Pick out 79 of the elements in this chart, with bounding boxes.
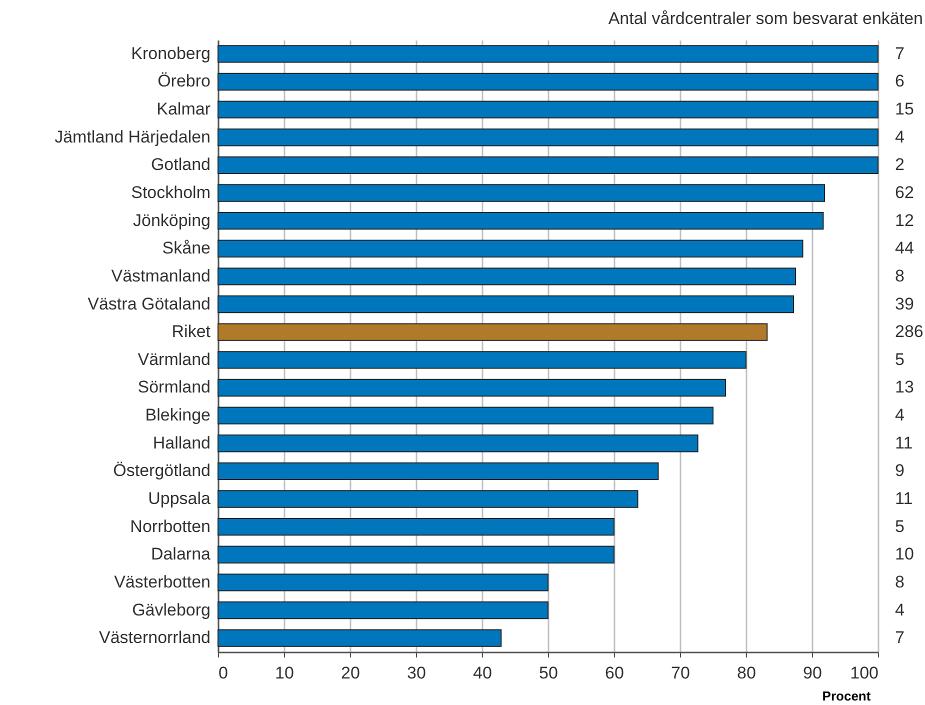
text: 15 bbox=[895, 100, 914, 119]
bar bbox=[218, 601, 548, 620]
x-axis-title: Procent bbox=[822, 688, 872, 704]
y-tick-label: Gävleborg bbox=[132, 600, 210, 620]
y-tick-label: Blekinge bbox=[145, 406, 210, 425]
bar bbox=[218, 406, 714, 424]
bar bbox=[218, 629, 502, 647]
y-tick-label: Västerbotten bbox=[114, 572, 210, 592]
x-tick-label: 0 bbox=[218, 664, 228, 682]
text: 5 bbox=[895, 350, 904, 369]
y-tick-label: Jämtland Härjedalen bbox=[54, 127, 210, 146]
bar bbox=[218, 462, 659, 480]
bar bbox=[218, 100, 878, 118]
y-tick-label: Kronoberg bbox=[131, 44, 210, 63]
x-tick-label: 10 bbox=[275, 664, 294, 682]
text: 10 bbox=[895, 544, 914, 564]
text: 39 bbox=[895, 294, 914, 314]
y-tick-label: Riket bbox=[172, 322, 211, 342]
y-tick-label: Sörmland bbox=[138, 378, 210, 397]
y-tick-label: Kalmar bbox=[156, 100, 211, 119]
y-tick-label: Värmland bbox=[138, 350, 210, 369]
text: 62 bbox=[895, 183, 914, 202]
bar bbox=[218, 295, 794, 314]
bar bbox=[218, 323, 768, 341]
x-tick-label: 50 bbox=[539, 664, 558, 682]
y-tick-label: Stockholm bbox=[131, 183, 210, 202]
text: 44 bbox=[895, 238, 914, 258]
text: 13 bbox=[895, 378, 914, 397]
x-tick-label: 80 bbox=[737, 664, 756, 682]
text: 11 bbox=[895, 489, 913, 508]
y-tick-label: Östergötland bbox=[113, 461, 210, 480]
text: 4 bbox=[895, 127, 904, 146]
bar bbox=[218, 212, 824, 230]
y-tick-label: Norrbotten bbox=[130, 516, 210, 536]
text: 4 bbox=[895, 406, 904, 425]
y-tick-label: Västra Götaland bbox=[88, 294, 210, 314]
x-tick-label: 40 bbox=[473, 664, 492, 682]
text: 2 bbox=[895, 155, 904, 174]
bar bbox=[218, 240, 804, 258]
bar bbox=[218, 518, 614, 536]
text: 9 bbox=[895, 461, 904, 480]
text: 5 bbox=[895, 516, 904, 536]
y-tick-label: Dalarna bbox=[150, 544, 212, 564]
bar bbox=[218, 184, 826, 202]
text: Antal vårdcentraler som besvarat enkäten bbox=[608, 9, 923, 28]
x-tick-label: 30 bbox=[407, 664, 426, 682]
text: 8 bbox=[895, 572, 904, 592]
y-tick-label: Skåne bbox=[162, 238, 210, 258]
x-tick-label: 60 bbox=[605, 664, 624, 682]
text: 286 bbox=[895, 322, 924, 342]
x-tick-label: 20 bbox=[341, 664, 360, 682]
text: 4 bbox=[895, 600, 904, 620]
bar bbox=[218, 156, 878, 174]
x-tick-label: 70 bbox=[671, 664, 690, 682]
y-tick-label: Jönköping bbox=[132, 210, 210, 230]
bar bbox=[218, 351, 746, 369]
y-tick-label: Uppsala bbox=[148, 489, 212, 508]
text: 6 bbox=[895, 72, 904, 91]
text: 12 bbox=[895, 210, 914, 230]
bar bbox=[218, 268, 796, 286]
x-tick-label: 100 bbox=[850, 664, 878, 682]
bar bbox=[218, 434, 698, 452]
bar bbox=[218, 72, 878, 91]
y-tick-label: Västernorrland bbox=[98, 628, 210, 648]
y-tick-label: Västmanland bbox=[111, 266, 210, 286]
bar bbox=[218, 45, 878, 63]
y-tick-label: Gotland bbox=[150, 155, 210, 174]
bar bbox=[218, 490, 638, 508]
y-tick-label: Halland bbox=[152, 433, 210, 452]
y-tick-label: Örebro bbox=[158, 72, 210, 91]
bar bbox=[218, 378, 726, 397]
x-tick-label: 90 bbox=[803, 664, 822, 682]
bar bbox=[218, 574, 548, 592]
text: 8 bbox=[895, 266, 904, 286]
text: 11 bbox=[895, 433, 913, 452]
bar bbox=[218, 546, 614, 564]
text: 7 bbox=[895, 44, 904, 63]
text: 7 bbox=[895, 628, 904, 648]
bar bbox=[218, 128, 878, 146]
